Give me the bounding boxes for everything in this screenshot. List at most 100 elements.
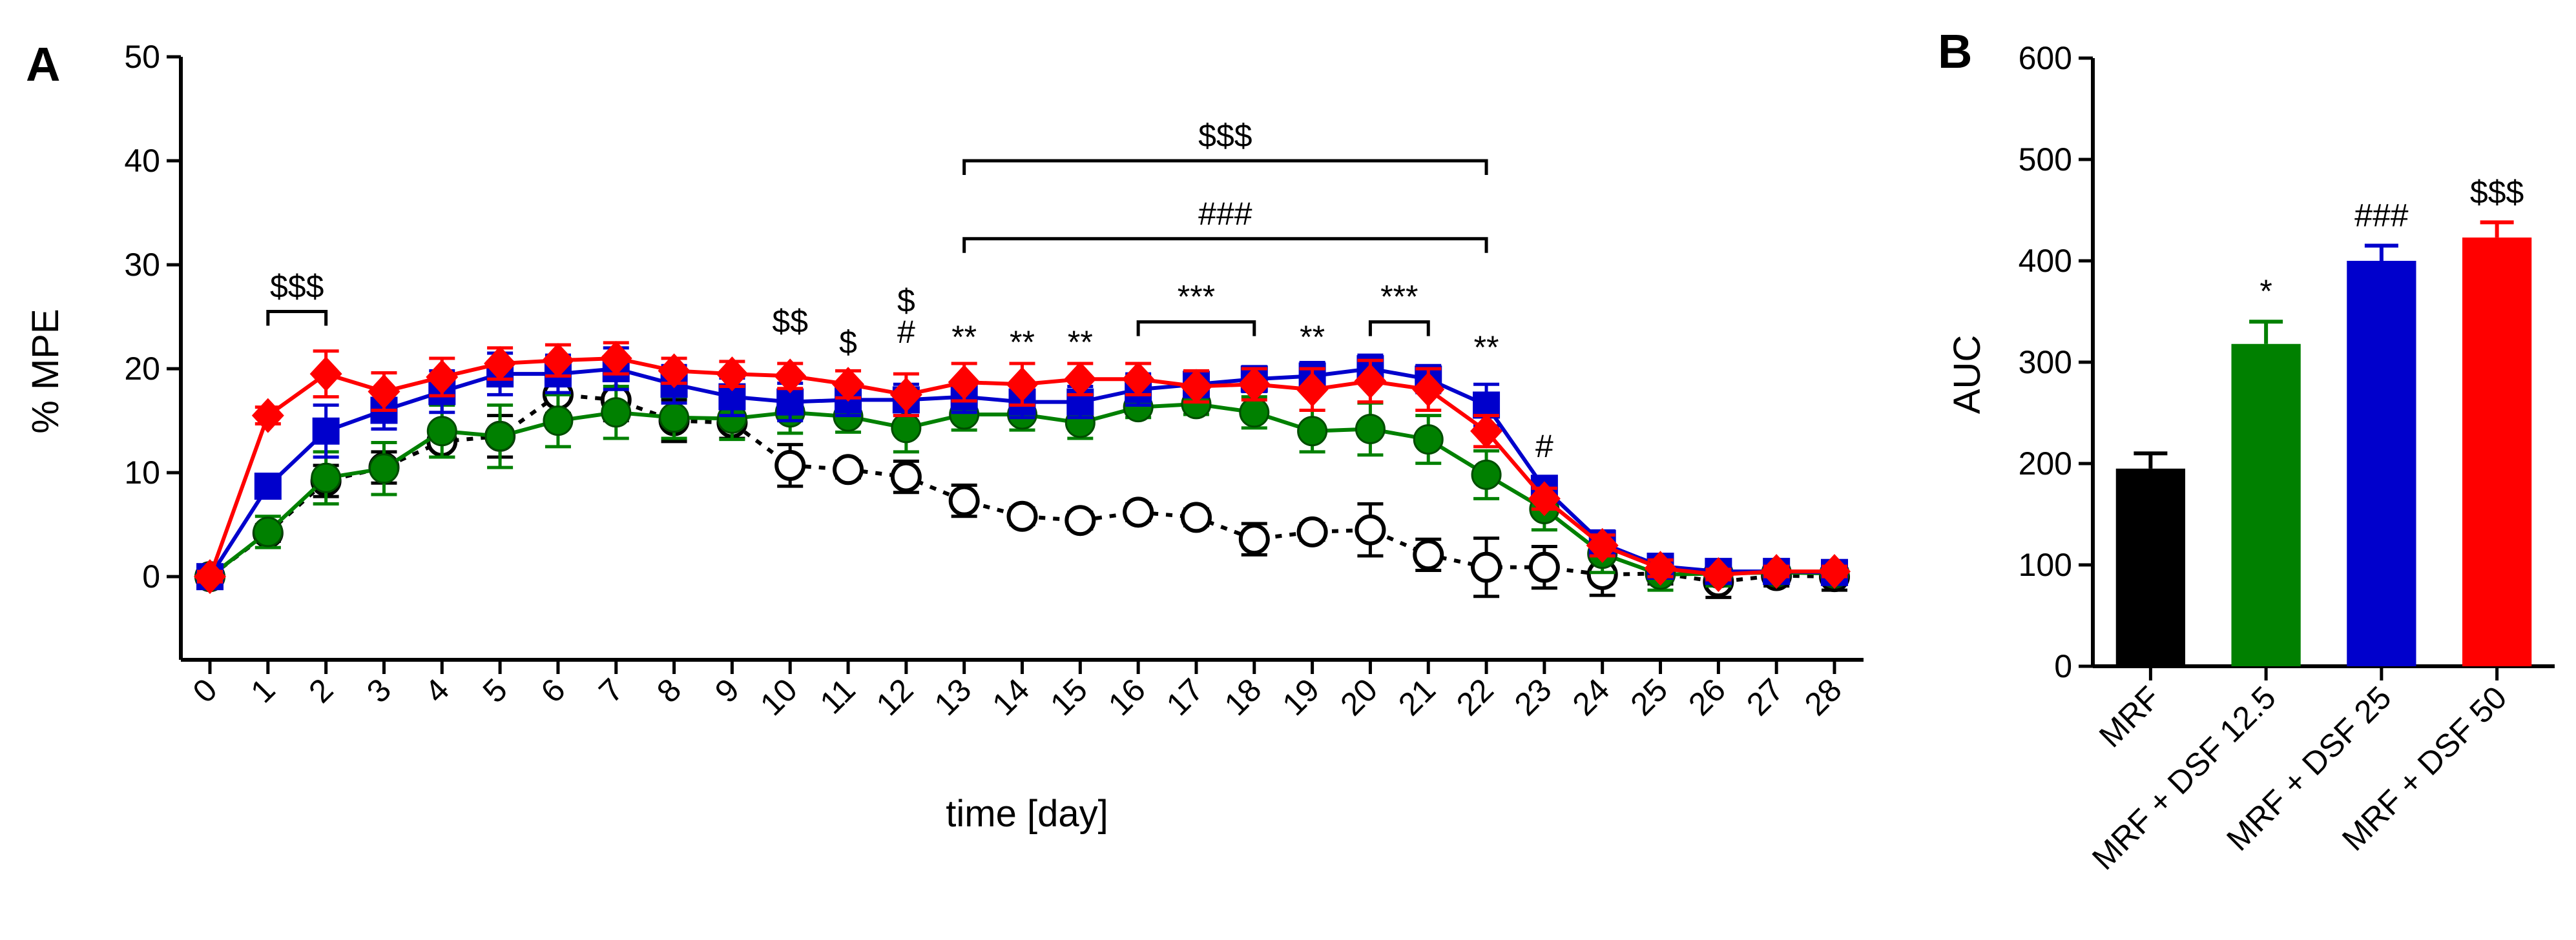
significance-label: ** xyxy=(1474,329,1499,365)
data-point xyxy=(948,365,981,400)
data-point xyxy=(1297,416,1328,447)
significance-label: $$$ xyxy=(270,269,324,305)
x-tick-label: 28 xyxy=(1798,671,1849,722)
x-tick-label: 13 xyxy=(928,671,979,722)
data-point xyxy=(1296,516,1328,547)
data-point xyxy=(194,559,226,595)
data-point xyxy=(1412,372,1445,407)
data-point xyxy=(368,453,399,484)
data-point xyxy=(251,398,284,433)
significance-bracket xyxy=(1368,320,1430,336)
significance-label: $ xyxy=(839,324,857,360)
x-tick-label: 18 xyxy=(1218,671,1269,722)
data-point xyxy=(1413,424,1444,455)
significance-label: # xyxy=(897,314,915,350)
x-tick-label: 19 xyxy=(1275,671,1326,722)
data-point xyxy=(1006,367,1039,402)
data-point xyxy=(1179,369,1212,404)
significance-label: * xyxy=(2259,273,2272,309)
y-tick-label: 400 xyxy=(2019,243,2072,279)
data-point xyxy=(541,343,574,378)
significance-bracket xyxy=(266,310,328,326)
data-point xyxy=(1239,397,1270,428)
data-point xyxy=(1470,413,1503,449)
significance-label: $$$ xyxy=(1198,118,1252,154)
y-tick-label: 40 xyxy=(124,143,160,179)
x-tick-label: 6 xyxy=(534,671,572,710)
bar xyxy=(2115,468,2185,666)
data-point xyxy=(833,454,864,485)
x-tick-label: 17 xyxy=(1159,671,1210,722)
x-tick-label: 24 xyxy=(1566,671,1617,722)
significance-label: $$ xyxy=(772,303,808,340)
x-tick-label: 12 xyxy=(869,671,920,722)
data-point xyxy=(1471,551,1502,583)
x-tick-label: 5 xyxy=(476,671,514,710)
x-tick-label: 10 xyxy=(753,671,804,722)
data-point xyxy=(1123,496,1154,528)
y-tick-label: 30 xyxy=(124,247,160,283)
panel-a-ylabel: % MPE xyxy=(25,309,67,433)
x-tick-label: 22 xyxy=(1449,671,1501,722)
x-tick-label: 9 xyxy=(708,671,746,710)
significance-label: ** xyxy=(1068,324,1093,360)
y-tick-label: 20 xyxy=(124,351,160,387)
data-point xyxy=(1064,362,1097,397)
data-point xyxy=(716,356,749,392)
data-point xyxy=(948,485,980,516)
x-tick-label: 25 xyxy=(1623,671,1674,722)
x-tick-label: 23 xyxy=(1508,671,1559,722)
data-point xyxy=(1644,551,1677,586)
y-tick-label: 10 xyxy=(124,455,160,491)
data-point xyxy=(1818,554,1851,589)
data-point xyxy=(832,367,865,402)
data-point xyxy=(1180,502,1212,533)
data-point xyxy=(1065,505,1096,536)
data-point xyxy=(891,413,922,444)
bar xyxy=(2462,237,2532,666)
significance-label: ** xyxy=(951,319,977,355)
y-tick-label: 50 xyxy=(124,39,160,75)
y-tick-label: 0 xyxy=(142,558,160,595)
y-tick-label: 0 xyxy=(2054,648,2072,684)
x-tick-label: 2 xyxy=(302,671,340,710)
x-tick-label: 21 xyxy=(1391,671,1442,722)
data-point xyxy=(1122,362,1155,397)
significance-label: # xyxy=(1535,428,1553,464)
data-point xyxy=(426,416,457,447)
y-tick-label: 200 xyxy=(2019,445,2072,482)
data-point xyxy=(1355,414,1386,445)
panel-a-xlabel: time [day] xyxy=(946,793,1108,835)
y-tick-label: 100 xyxy=(2019,547,2072,583)
bar xyxy=(2231,343,2301,666)
significance-label: ** xyxy=(1300,319,1325,355)
significance-label: ### xyxy=(2354,197,2409,233)
data-point xyxy=(1238,524,1270,555)
x-tick-label: 26 xyxy=(1681,671,1732,722)
x-tick-label: 4 xyxy=(418,671,456,710)
data-point xyxy=(253,516,284,547)
data-point xyxy=(890,461,922,493)
panel-a-label: A xyxy=(26,37,60,91)
significance-bracket xyxy=(962,237,1488,253)
data-point xyxy=(254,473,282,500)
data-point xyxy=(1471,459,1502,490)
data-point xyxy=(774,358,807,394)
data-point xyxy=(601,397,632,428)
bar xyxy=(2347,261,2416,666)
data-point xyxy=(1296,372,1329,407)
data-point xyxy=(543,405,574,436)
x-tick-label: 1 xyxy=(244,671,282,710)
significance-bracket xyxy=(1136,320,1256,336)
panel-b-label: B xyxy=(1938,25,1972,78)
data-point xyxy=(484,346,517,382)
x-tick-label: 8 xyxy=(650,671,688,710)
significance-label: *** xyxy=(1380,279,1418,315)
data-point xyxy=(1528,481,1561,516)
data-point xyxy=(1006,500,1038,532)
data-point xyxy=(774,449,806,481)
data-point xyxy=(312,417,340,445)
data-point xyxy=(484,421,515,452)
